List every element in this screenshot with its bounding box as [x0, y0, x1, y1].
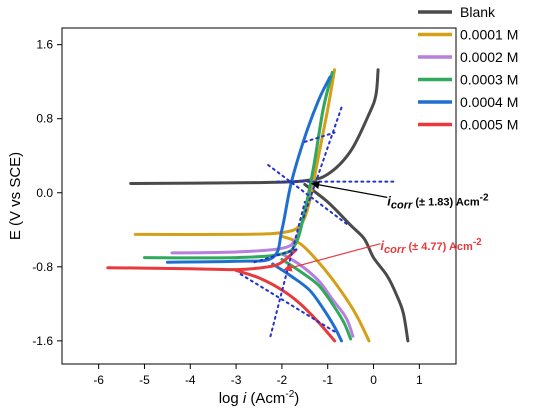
tafel-extrapolation-line: [253, 247, 302, 264]
legend: Blank 0.0001 M 0.0002 M 0.0003 M 0.0004 M 0.0…: [418, 4, 518, 133]
series-0-0002-m-cathodic-branch: [280, 252, 355, 338]
tafel-extrapolation-line: [239, 273, 336, 333]
y-tick-label: 1.6: [36, 38, 53, 52]
x-axis-title-prefix: log: [219, 390, 243, 407]
x-axis-title-close: ): [294, 390, 299, 407]
x-tick-label: -4: [185, 373, 196, 387]
icorr-value: (± 1.83) Acm: [412, 197, 480, 209]
series-blank-anodic-branch: [129, 68, 380, 185]
x-tick-label: -1: [322, 373, 333, 387]
y-axis-ticks: -1.6 -0.8 0.0 0.8 1.6: [32, 38, 62, 348]
icorr-symbol: i: [387, 194, 391, 209]
legend-label: 0.0001 M: [460, 27, 518, 43]
series-blank-cathodic-branch: [303, 182, 410, 343]
legend-label: 0.0002 M: [460, 49, 518, 65]
legend-label: 0.0003 M: [460, 72, 518, 88]
series-0-0001-m-cathodic-branch: [280, 234, 371, 343]
y-axis-title: E (V vs SCE): [7, 152, 24, 240]
x-tick-label: -3: [231, 373, 242, 387]
icorr-subscript: corr: [384, 244, 406, 256]
tafel-extrapolation-line: [303, 131, 336, 143]
series-0-0003-m-cathodic-branch: [280, 257, 353, 341]
tafel-extrapolation-line: [269, 201, 306, 338]
tafel-extrapolation-line: [301, 106, 343, 222]
legend-label: Blank: [460, 4, 496, 20]
x-tick-label: -5: [139, 373, 150, 387]
series-0-0004-m-cathodic-branch: [271, 262, 343, 343]
x-tick-label: 1: [416, 373, 423, 387]
y-tick-label: -1.6: [32, 334, 53, 348]
series-0-0005-m-cathodic-branch: [234, 269, 337, 343]
x-axis-ticks: -6 -5 -4 -3 -2 -1 0 1: [93, 364, 423, 387]
legend-label: 0.0004 M: [460, 94, 518, 110]
icorr-value: (± 4.77) Acm: [405, 241, 473, 253]
series-layer: [106, 68, 410, 343]
x-axis-title: log i (Acm-2): [219, 389, 300, 407]
icorr-superscript: -2: [473, 237, 482, 248]
x-axis-title-var: i: [243, 390, 247, 407]
y-tick-label: -0.8: [32, 260, 53, 274]
series-0-0004-m-anodic-branch: [165, 75, 332, 264]
icorr-annotation: icorr (± 4.77) Acm-2: [380, 237, 482, 256]
tafel-lines: [239, 106, 398, 338]
x-axis-title-sup: -2: [285, 389, 294, 400]
legend-label: 0.0005 M: [460, 117, 518, 133]
x-tick-label: 0: [370, 373, 377, 387]
series-0-0005-m-anodic-branch: [106, 248, 298, 272]
x-axis-title-unit: (Acm: [246, 390, 285, 407]
y-tick-label: 0.8: [36, 112, 53, 126]
icorr-symbol: i: [380, 238, 384, 253]
plot-frame: [61, 27, 457, 365]
x-tick-label: -2: [277, 373, 288, 387]
icorr-superscript: -2: [480, 193, 489, 204]
icorr-arrow: [283, 243, 381, 272]
series-0-0003-m-anodic-branch: [143, 70, 334, 260]
icorr-annotation: icorr (± 1.83) Acm-2: [387, 193, 489, 212]
tafel-extrapolation-line: [267, 163, 350, 227]
icorr-subscript: corr: [391, 200, 413, 212]
series-0-0002-m-anodic-branch: [170, 70, 334, 255]
y-tick-label: 0.0: [36, 186, 53, 200]
x-tick-label: -6: [93, 373, 104, 387]
icorr-arrow: [310, 180, 388, 198]
